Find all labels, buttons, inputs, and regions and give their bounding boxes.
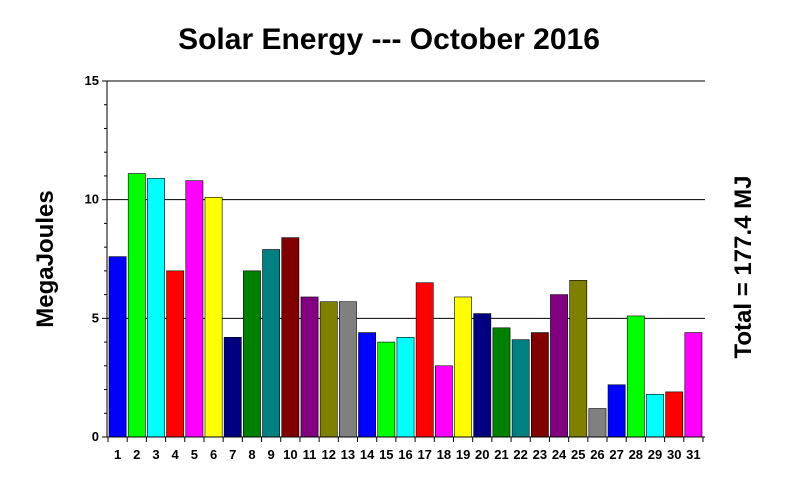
- x-tick-label-2: 2: [133, 447, 140, 462]
- x-tick-labels: 1 2 3 4 5 6 7 8 9 10 11 12 13 14 15 16 17 18 19 20 21 22 23 24 2…: [114, 447, 701, 462]
- x-tick-label-23: 23: [533, 447, 547, 462]
- x-tick-label-11: 11: [303, 447, 317, 462]
- bar-day-9: [262, 249, 281, 438]
- x-tick-label-14: 14: [360, 447, 375, 462]
- x-tick-label-15: 15: [379, 447, 393, 462]
- y-tick-label-5: 5: [92, 310, 99, 325]
- bar-day-10: [281, 237, 300, 438]
- y-tick-label-0: 0: [92, 429, 99, 444]
- bar-day-13: [339, 301, 357, 438]
- bar-day-4: [166, 270, 185, 438]
- bar-day-11: [300, 296, 319, 438]
- bar-day-17: [415, 282, 434, 438]
- x-tick-label-4: 4: [172, 447, 180, 462]
- x-tick-label-25: 25: [571, 447, 585, 462]
- bar-day-18: [434, 365, 453, 438]
- bar-day-8: [243, 270, 261, 438]
- bar-day-26: [588, 408, 607, 438]
- bar-day-14: [358, 332, 377, 438]
- bar-day-28: [626, 315, 645, 438]
- x-tick-label-9: 9: [268, 447, 275, 462]
- bar-day-23: [530, 332, 549, 438]
- bars: [108, 173, 703, 438]
- x-tick-label-10: 10: [283, 447, 297, 462]
- x-tick-label-26: 26: [590, 447, 604, 462]
- bar-day-31: [684, 332, 703, 438]
- total-label: Total = 177.4 MJ: [730, 176, 757, 359]
- x-tick-label-3: 3: [152, 447, 159, 462]
- bar-day-25: [569, 280, 588, 438]
- x-tick-label-20: 20: [475, 447, 489, 462]
- x-tick-label-1: 1: [114, 447, 121, 462]
- x-tick-label-16: 16: [398, 447, 412, 462]
- x-tick-label-13: 13: [341, 447, 355, 462]
- x-tick-label-22: 22: [513, 447, 527, 462]
- axes: [102, 80, 705, 442]
- x-tick-label-27: 27: [609, 447, 623, 462]
- x-tick-label-8: 8: [248, 447, 255, 462]
- x-tick-label-6: 6: [210, 447, 217, 462]
- x-tick-label-31: 31: [686, 447, 700, 462]
- bar-day-19: [454, 296, 472, 438]
- y-tick-label-10: 10: [85, 192, 99, 207]
- x-tick-label-12: 12: [321, 447, 335, 462]
- y-axis-label: MegaJoules: [32, 190, 59, 327]
- bar-day-29: [646, 393, 664, 438]
- bar-day-6: [204, 196, 223, 438]
- bar-day-2: [127, 173, 146, 438]
- bar-day-16: [396, 337, 415, 438]
- y-tick-label-15: 15: [85, 73, 99, 88]
- bar-day-24: [550, 294, 568, 438]
- bar-day-12: [319, 301, 338, 438]
- bar-day-22: [511, 339, 530, 438]
- bar-day-3: [147, 178, 165, 438]
- bar-day-27: [607, 384, 626, 438]
- x-tick-label-24: 24: [552, 447, 567, 462]
- bar-day-30: [665, 391, 684, 438]
- x-tick-label-7: 7: [229, 447, 236, 462]
- x-tick-label-18: 18: [437, 447, 451, 462]
- bar-day-15: [377, 341, 396, 438]
- x-tick-label-28: 28: [629, 447, 643, 462]
- bar-day-1: [108, 256, 127, 438]
- x-tick-label-30: 30: [667, 447, 681, 462]
- x-tick-label-21: 21: [494, 447, 508, 462]
- x-tick-label-17: 17: [417, 447, 431, 462]
- bar-day-5: [185, 180, 204, 438]
- bar-day-21: [492, 327, 511, 438]
- bar-day-7: [223, 337, 242, 438]
- x-tick-label-19: 19: [456, 447, 470, 462]
- x-tick-label-29: 29: [648, 447, 662, 462]
- y-tick-labels: 0 5 10 15: [85, 73, 99, 444]
- chart-title: Solar Energy --- October 2016: [178, 23, 600, 56]
- x-tick-label-5: 5: [191, 447, 198, 462]
- bar-day-20: [473, 313, 492, 438]
